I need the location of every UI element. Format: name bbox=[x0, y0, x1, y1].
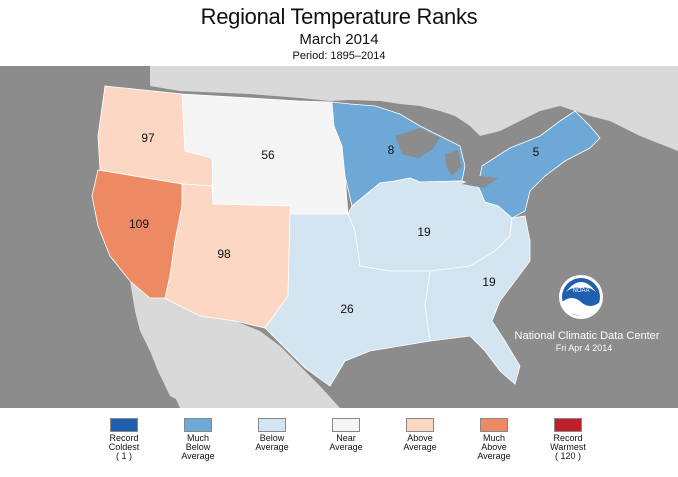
legend-swatch bbox=[258, 418, 286, 432]
region-south bbox=[264, 213, 431, 387]
canada-land bbox=[150, 66, 678, 151]
legend-line: Average bbox=[329, 442, 363, 452]
legend-swatch bbox=[554, 418, 582, 432]
legend-line: Below bbox=[259, 433, 285, 443]
legend-line: ( 120 ) bbox=[554, 451, 581, 461]
rank-label-southeast: 19 bbox=[482, 275, 496, 289]
rank-label-west: 109 bbox=[129, 217, 149, 231]
rank-label-west-north-central: 56 bbox=[261, 148, 275, 162]
legend-line: Record bbox=[109, 433, 139, 443]
noaa-logo: NOAA bbox=[559, 275, 603, 319]
legend-line: Average bbox=[181, 451, 215, 461]
legend-line: Much bbox=[482, 433, 505, 443]
legend-line: ( 1 ) bbox=[115, 451, 132, 461]
legend-line: Average bbox=[403, 442, 437, 452]
legend-swatch bbox=[480, 418, 508, 432]
baja-land bbox=[140, 311, 180, 401]
rank-label-northeast: 5 bbox=[533, 145, 540, 159]
region-west-north-central bbox=[181, 93, 349, 215]
legend-swatch bbox=[184, 418, 212, 432]
legend: Record Coldest ( 1 ) Much Below Average … bbox=[0, 418, 678, 477]
legend-item-above: Above Average bbox=[375, 418, 465, 452]
legend-item-much-below: Much Below Average bbox=[153, 418, 243, 461]
rank-label-south: 26 bbox=[340, 302, 354, 316]
legend-item-record-coldest: Record Coldest ( 1 ) bbox=[79, 418, 169, 461]
rank-label-northwest: 97 bbox=[141, 131, 155, 145]
legend-line: Above bbox=[481, 442, 507, 452]
rank-label-southwest: 98 bbox=[217, 247, 231, 261]
map-subtitle: March 2014 bbox=[299, 31, 379, 48]
legend-line: Average bbox=[255, 442, 289, 452]
period-label: Period: 1895–2014 bbox=[292, 50, 386, 62]
region-southwest bbox=[164, 183, 291, 329]
legend-swatch bbox=[406, 418, 434, 432]
legend-item-record-warmest: Record Warmest ( 120 ) bbox=[523, 418, 613, 461]
legend-item-much-above: Much Above Average bbox=[449, 418, 539, 461]
legend-swatch bbox=[332, 418, 360, 432]
map-title: Regional Temperature Ranks bbox=[200, 4, 478, 29]
rank-label-central: 19 bbox=[417, 225, 431, 239]
legend-line: Below bbox=[185, 442, 211, 452]
legend-line: Warmest bbox=[550, 442, 586, 452]
credit-name: National Climatic Data Center bbox=[515, 330, 660, 342]
credit-date: Fri Apr 4 2014 bbox=[556, 343, 613, 353]
legend-line: Average bbox=[477, 451, 511, 461]
legend-item-near: Near Average bbox=[301, 418, 391, 452]
legend-line: Record bbox=[553, 433, 583, 443]
legend-line: Near bbox=[336, 433, 356, 443]
temperature-rank-map: 97 56 8 5 109 98 19 19 26 NOAA National … bbox=[0, 66, 678, 408]
noaa-logo-text: NOAA bbox=[572, 288, 589, 294]
legend-line: Much bbox=[186, 433, 209, 443]
great-lakes bbox=[395, 128, 498, 188]
legend-swatch bbox=[110, 418, 138, 432]
legend-line: Above bbox=[407, 433, 433, 443]
rank-label-east-north-central: 8 bbox=[388, 143, 395, 157]
region-southeast bbox=[424, 215, 531, 385]
mexico-land bbox=[130, 281, 340, 408]
legend-item-below: Below Average bbox=[227, 418, 317, 452]
legend-line: Coldest bbox=[108, 442, 140, 452]
